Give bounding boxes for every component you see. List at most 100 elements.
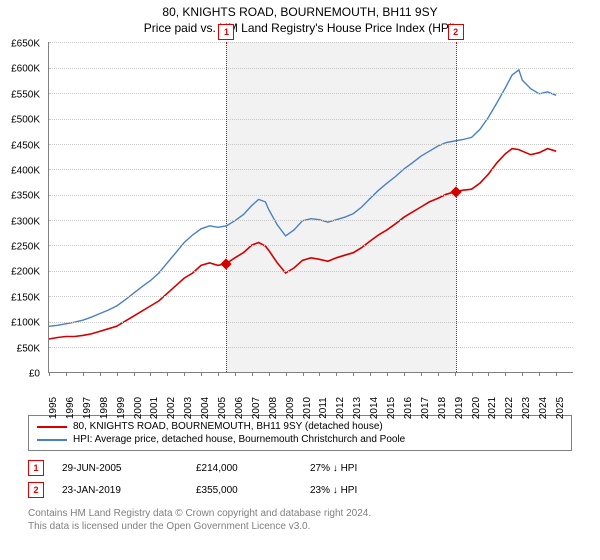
x-tick: [49, 372, 50, 376]
x-tick-label: 2016: [403, 397, 414, 419]
x-tick-label: 2011: [318, 397, 329, 419]
x-tick: [353, 372, 354, 376]
x-tick-label: 2014: [369, 397, 380, 419]
x-tick: [184, 372, 185, 376]
x-tick: [370, 372, 371, 376]
x-tick: [404, 372, 405, 376]
x-tick: [66, 372, 67, 376]
y-tick-label: £500K: [11, 115, 40, 126]
x-tick: [286, 372, 287, 376]
x-tick-label: 2024: [538, 397, 549, 419]
gridline: [49, 119, 573, 120]
gridline: [49, 144, 573, 145]
y-tick-label: £400K: [11, 165, 40, 176]
x-tick: [455, 372, 456, 376]
x-tick-label: 2002: [166, 397, 177, 419]
x-tick-label: 2009: [285, 397, 296, 419]
y-tick-label: £100K: [11, 318, 40, 329]
x-tick-label: 2012: [335, 397, 346, 419]
sale-marker-box: 1: [218, 24, 234, 40]
gridline: [49, 220, 573, 221]
legend-label: 80, KNIGHTS ROAD, BOURNEMOUTH, BH11 9SY …: [73, 421, 383, 432]
x-tick: [303, 372, 304, 376]
gridline: [49, 322, 573, 323]
footer-attribution: Contains HM Land Registry data © Crown c…: [28, 507, 572, 533]
x-tick-label: 2023: [521, 397, 532, 419]
line-series: [49, 42, 573, 372]
gridline: [49, 195, 573, 196]
x-tick-label: 1999: [116, 397, 127, 419]
x-tick-label: 2001: [149, 397, 160, 419]
x-tick: [167, 372, 168, 376]
gridline: [49, 245, 573, 246]
sale-marker-line: [456, 42, 457, 372]
gridline: [49, 271, 573, 272]
x-tick: [438, 372, 439, 376]
legend: 80, KNIGHTS ROAD, BOURNEMOUTH, BH11 9SY …: [28, 415, 572, 451]
gridline: [49, 169, 573, 170]
y-tick-label: £650K: [11, 39, 40, 50]
x-tick-label: 2006: [234, 397, 245, 419]
x-tick: [421, 372, 422, 376]
sale-row-marker: 1: [28, 460, 44, 476]
y-tick-label: £450K: [11, 140, 40, 151]
x-tick-label: 2015: [386, 397, 397, 419]
x-tick: [252, 372, 253, 376]
chart-area: 12: [48, 42, 600, 373]
x-tick-label: 2017: [420, 397, 431, 419]
sale-row: 223-JAN-2019£355,00023% ↓ HPI: [28, 479, 572, 501]
x-tick: [472, 372, 473, 376]
y-tick-label: £0: [29, 369, 40, 380]
footer-line-2: This data is licensed under the Open Gov…: [28, 520, 572, 533]
x-tick-label: 1996: [65, 397, 76, 419]
plot-area: 12: [48, 42, 573, 373]
gridline: [49, 93, 573, 94]
sale-row-marker: 2: [28, 482, 44, 498]
x-tick-label: 2013: [352, 397, 363, 419]
sales-table: 129-JUN-2005£214,00027% ↓ HPI223-JAN-201…: [28, 457, 572, 501]
legend-item: HPI: Average price, detached house, Bour…: [37, 433, 563, 446]
x-tick: [134, 372, 135, 376]
y-tick-label: £200K: [11, 267, 40, 278]
chart-container: 80, KNIGHTS ROAD, BOURNEMOUTH, BH11 9SY …: [0, 0, 600, 560]
legend-item: 80, KNIGHTS ROAD, BOURNEMOUTH, BH11 9SY …: [37, 420, 563, 433]
x-tick: [117, 372, 118, 376]
x-tick: [100, 372, 101, 376]
legend-swatch: [37, 426, 67, 428]
x-tick: [539, 372, 540, 376]
gridline: [49, 68, 573, 69]
x-tick: [505, 372, 506, 376]
gridline: [49, 42, 573, 43]
y-tick-label: £150K: [11, 292, 40, 303]
x-tick-label: 2018: [437, 397, 448, 419]
sale-marker-box: 2: [448, 24, 464, 40]
x-tick: [235, 372, 236, 376]
footer-line-1: Contains HM Land Registry data © Crown c…: [28, 507, 572, 520]
x-tick-label: 2000: [133, 397, 144, 419]
sale-price: £214,000: [196, 463, 306, 474]
x-tick: [201, 372, 202, 376]
x-tick: [556, 372, 557, 376]
x-tick-label: 2003: [183, 397, 194, 419]
x-tick: [336, 372, 337, 376]
x-tick-label: 1995: [48, 397, 59, 419]
sale-price: £355,000: [196, 485, 306, 496]
gridline: [49, 347, 573, 348]
y-tick-label: £50K: [17, 343, 40, 354]
x-tick-label: 2008: [268, 397, 279, 419]
x-tick-label: 2025: [555, 397, 566, 419]
sale-row: 129-JUN-2005£214,00027% ↓ HPI: [28, 457, 572, 479]
x-tick-label: 1998: [99, 397, 110, 419]
legend-label: HPI: Average price, detached house, Bour…: [73, 434, 405, 445]
x-tick-label: 2022: [504, 397, 515, 419]
series-property: [49, 149, 556, 339]
x-tick: [269, 372, 270, 376]
x-tick: [218, 372, 219, 376]
y-tick-label: £300K: [11, 216, 40, 227]
sale-marker-line: [226, 42, 227, 372]
sale-date: 23-JAN-2019: [62, 485, 192, 496]
y-tick-label: £350K: [11, 191, 40, 202]
gridline: [49, 296, 573, 297]
sale-hpi-delta: 27% ↓ HPI: [310, 463, 357, 474]
x-tick-label: 2020: [471, 397, 482, 419]
